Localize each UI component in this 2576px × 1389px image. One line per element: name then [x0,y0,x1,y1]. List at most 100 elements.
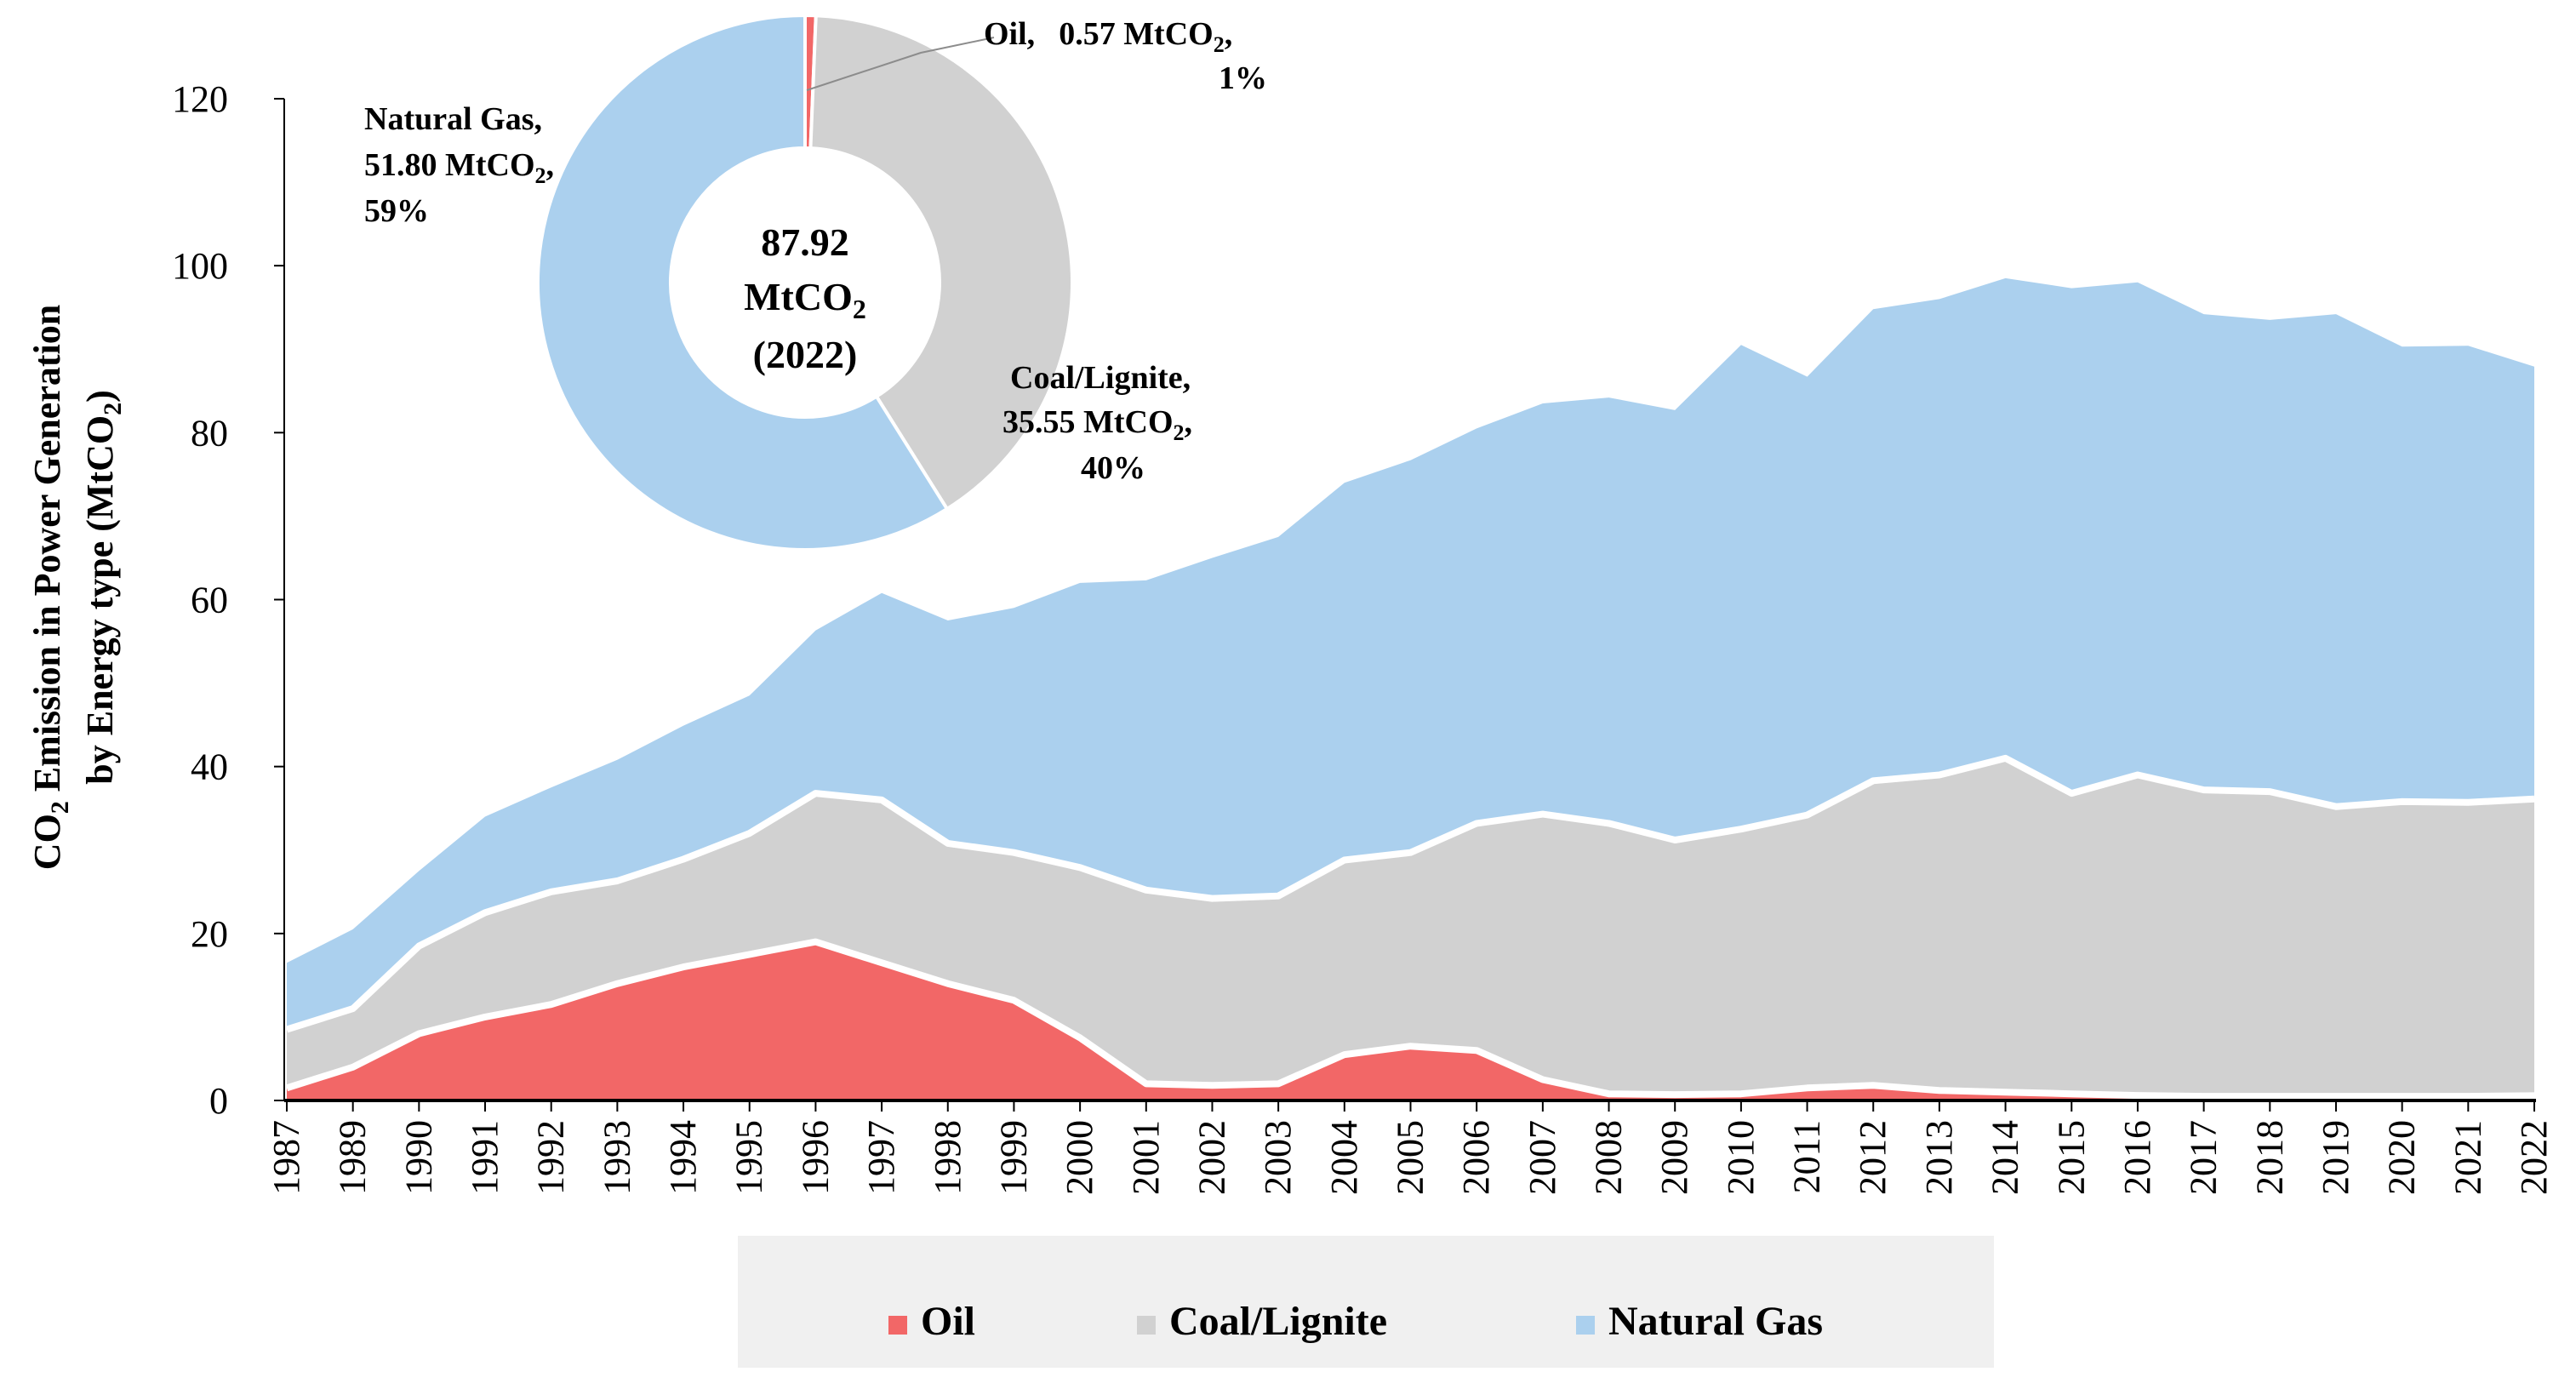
legend-box [738,1236,1994,1368]
x-tick-label: 2001 [1125,1120,1167,1195]
x-tick-label: 1994 [662,1120,704,1195]
svg-text:Oil,0.57 MtCO2,: Oil, 0.57 MtCO2, [984,16,1232,57]
donut-label-oil-value: 0.57 MtCO [1059,16,1214,52]
x-tick-label: 1989 [332,1120,374,1195]
x-tick-label: 1991 [464,1120,505,1195]
x-tick-label: 2022 [2513,1120,2555,1195]
svg-text:CO2 Emission in Power Generati: CO2 Emission in Power Generation [26,305,74,870]
y-axis-title-line2-sub: 2 [99,403,127,415]
x-tick-label: 2003 [1257,1120,1299,1195]
y-tick-label: 80 [191,412,228,454]
x-tick-label: 2014 [1985,1120,2026,1195]
x-tick-label: 2015 [2050,1120,2092,1195]
boundary-oil [285,938,2535,1100]
donut-label-gas-name: Natural Gas, [364,101,542,137]
svg-text:35.55 MtCO2,: 35.55 MtCO2, [1002,404,1192,445]
legend-item-oil: Oil [888,1299,975,1344]
x-tick-label: 2013 [1918,1120,1960,1195]
donut-label-gas-sub: 2 [535,163,546,188]
donut-label-gas-tail: , [546,147,555,183]
x-tick-label: 1995 [728,1120,770,1195]
x-tick-label: 2012 [1852,1120,1893,1195]
donut-label-coal-tail: , [1185,404,1193,440]
x-tick-label: 1999 [992,1120,1034,1195]
donut-label-gas-percent: 59% [364,193,429,229]
svg-text:MtCO2: MtCO2 [744,275,866,324]
x-tick-label: 2005 [1390,1120,1431,1195]
x-tick-label: 1992 [530,1120,572,1195]
y-axis-ticks: 0 20 40 60 80 100 120 [172,78,284,1122]
y-axis-title: CO2 Emission in Power Generation by Ener… [26,305,127,870]
legend-label-oil: Oil [921,1299,975,1344]
x-tick-label: 1987 [266,1120,307,1195]
donut-label-oil: Oil, 0.57 MtCO2, 1% [984,16,1267,96]
x-tick-label: 2020 [2381,1120,2423,1195]
x-tick-label: 2010 [1720,1120,1762,1195]
donut-slice-natural-gas [536,13,950,552]
y-axis-title-line2-b: ) [79,390,121,403]
legend-item-natural-gas: Natural Gas [1576,1299,1823,1344]
donut-label-natural-gas: Natural Gas, 51.80 MtCO2, 59% [364,101,554,229]
area-natural-gas [287,277,2534,1030]
y-axis-title-line1-a: CO [26,814,68,870]
x-tick-label: 2016 [2116,1120,2158,1195]
donut-center-label: 87.92 MtCO2 (2022) [744,220,866,376]
x-tick-label: 1993 [596,1120,637,1195]
x-tick-label: 1998 [927,1120,968,1195]
legend-item-coal: Coal/Lignite [1137,1299,1387,1344]
boundary-coal-lignite [285,754,2535,1033]
donut-label-coal: Coal/Lignite, 35.55 MtCO2, 40% [1002,360,1192,486]
x-tick-label: 2000 [1059,1120,1100,1195]
area-coal-lignite [287,757,2534,1097]
x-tick-label: 2017 [2183,1120,2225,1195]
donut-slice-coal-lignite [808,14,1074,512]
y-tick-label: 20 [191,913,228,955]
donut-label-oil-tail: , [1225,16,1233,52]
donut-center-total: 87.92 [761,220,849,264]
x-tick-label: 1997 [860,1120,902,1195]
x-tick-label: 2002 [1191,1120,1233,1195]
y-tick-label: 40 [191,746,228,788]
svg-text:by Energy type (MtCO2): by Energy type (MtCO2) [79,390,127,785]
x-tick-label: 2009 [1654,1120,1695,1195]
legend-label-coal: Coal/Lignite [1169,1299,1387,1344]
legend-swatch-coal [1137,1316,1156,1335]
legend-swatch-natural-gas [1576,1316,1595,1335]
x-tick-label: 2021 [2447,1120,2488,1195]
stacked-area-plot [285,277,2535,1100]
donut-label-coal-percent: 40% [1081,450,1145,486]
donut-label-gas-value: 51.80 MtCO [364,147,535,183]
donut-label-oil-name: Oil, [984,16,1035,52]
oil-leader-line [806,37,995,91]
x-tick-label: 2004 [1323,1120,1365,1195]
y-tick-label: 120 [172,78,228,120]
x-tick-label: 1996 [794,1120,836,1195]
legend-swatch-oil [888,1316,907,1335]
donut-center-year: (2022) [753,333,858,376]
x-axis-ticks: 1987 1989 1990 1991 1992 1993 1994 1995 1996 1997… [266,1100,2555,1195]
donut-label-oil-percent: 1% [1219,60,1267,96]
donut-center-unit: MtCO [744,275,853,318]
donut-label-coal-value: 35.55 MtCO [1002,404,1174,440]
y-tick-label: 60 [191,580,228,621]
svg-text:51.80 MtCO2,: 51.80 MtCO2, [364,147,554,188]
y-axis-title-line1-b: Emission in Power Generation [26,305,68,801]
legend-label-natural-gas: Natural Gas [1608,1299,1823,1344]
x-tick-label: 1990 [397,1120,439,1195]
x-tick-label: 2008 [1588,1120,1630,1195]
y-tick-label: 0 [209,1080,228,1122]
donut-label-oil-sub: 2 [1214,32,1225,57]
y-axis-title-line1-sub: 2 [46,801,74,814]
area-oil [287,941,2534,1100]
y-axis-title-line2-a: by Energy type (MtCO [79,415,121,785]
donut-label-coal-name: Coal/Lignite, [1010,360,1191,396]
x-tick-label: 2011 [1786,1120,1828,1193]
x-tick-label: 2018 [2248,1120,2290,1195]
donut-center-unit-sub: 2 [853,294,866,324]
x-tick-label: 2019 [2315,1120,2356,1195]
donut-label-coal-sub: 2 [1174,420,1185,445]
y-tick-label: 100 [172,245,228,287]
x-tick-label: 2006 [1455,1120,1497,1195]
x-tick-label: 2007 [1522,1120,1563,1195]
